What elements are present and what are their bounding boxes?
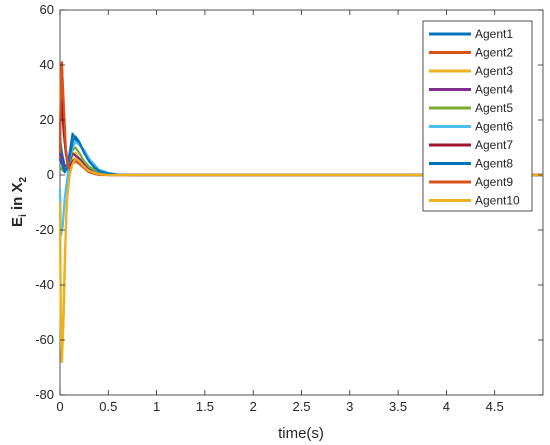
y-tick-label: 40 (40, 57, 54, 72)
legend-label-agent9: Agent9 (475, 175, 513, 189)
y-tick-label: -80 (35, 387, 54, 402)
legend-label-agent1: Agent1 (475, 27, 513, 41)
x-tick-label: 4 (443, 399, 450, 414)
x-tick-label: 0 (56, 399, 63, 414)
legend-label-agent4: Agent4 (475, 83, 513, 97)
x-tick-label: 2.5 (292, 399, 310, 414)
y-axis-label-main: E (9, 217, 26, 227)
y-ticks: -80 -60 -40 -20 0 20 40 60 (35, 2, 543, 402)
y-axis-label-sub-2: 2 (18, 177, 29, 183)
y-tick-label: -40 (35, 277, 54, 292)
x-ticks: 0 0.5 1 1.5 2 2.5 3 3.5 4 4.5 (56, 10, 504, 414)
y-tick-label: 60 (40, 2, 54, 17)
y-axis-label-mid: in X (9, 183, 26, 215)
x-tick-label: 2 (250, 399, 257, 414)
legend-label-agent10: Agent10 (475, 194, 520, 208)
series-line-agent10 (58, 157, 543, 364)
x-tick-label: 4.5 (486, 399, 504, 414)
y-tick-label: 0 (47, 167, 54, 182)
y-tick-label: 20 (40, 112, 54, 127)
y-axis-label-sub-i: i (18, 214, 29, 217)
legend-label-agent7: Agent7 (475, 138, 513, 152)
x-tick-label: 1 (153, 399, 160, 414)
y-axis-label: Ei in X2 (9, 177, 29, 227)
y-tick-label: -20 (35, 222, 54, 237)
x-axis-label: time(s) (278, 425, 324, 442)
legend-label-agent2: Agent2 (475, 46, 513, 60)
legend-label-agent3: Agent3 (475, 64, 513, 78)
series-layer (58, 61, 543, 364)
y-tick-label: -60 (35, 332, 54, 347)
x-tick-label: 1.5 (196, 399, 214, 414)
legend-label-agent6: Agent6 (475, 120, 513, 134)
x-tick-label: 3 (346, 399, 353, 414)
legend-label-agent8: Agent8 (475, 157, 513, 171)
legend-label-agent5: Agent5 (475, 101, 513, 115)
legend: Agent1 Agent2 Agent3 Agent4 Agent5 Agent6 Agen… (422, 20, 533, 212)
x-tick-label: 0.5 (99, 399, 117, 414)
x-tick-label: 3.5 (389, 399, 407, 414)
legend-items: Agent1 Agent2 Agent3 Agent4 Agent5 Agent6 Agen… (429, 27, 520, 208)
